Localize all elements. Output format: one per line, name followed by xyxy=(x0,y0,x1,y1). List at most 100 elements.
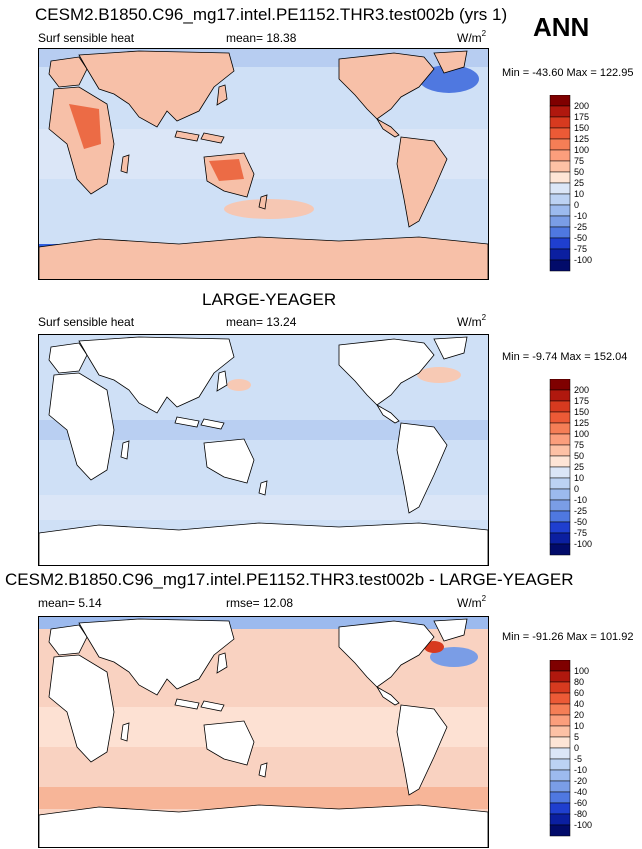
panel2-gulfstream xyxy=(417,367,461,383)
colorbar-tick-label: -10 xyxy=(574,765,587,775)
colorbar-box xyxy=(549,138,571,151)
colorbar-tick-label: -80 xyxy=(574,809,587,819)
colorbar-box xyxy=(549,659,571,672)
colorbar-tick-label: -50 xyxy=(574,517,587,527)
panel2-kuroshio xyxy=(227,379,251,391)
panel3-rmse-label: rmse= 12.08 xyxy=(226,596,294,610)
colorbar-box xyxy=(549,543,571,556)
panel2-colorbar: 200 175 150 125 100 75 50 25 10 0 -10 -25 -50 -75 -100 xyxy=(548,378,608,564)
colorbar-tick-label: 10 xyxy=(574,189,584,199)
panel1-minmax: Min = -43.60 Max = 122.95 xyxy=(502,67,634,79)
colorbar-tick-label: 200 xyxy=(574,101,589,111)
colorbar-box xyxy=(549,736,571,749)
colorbar-tick-label: -75 xyxy=(574,528,587,538)
colorbar-box xyxy=(549,510,571,523)
colorbar-box xyxy=(549,725,571,738)
panel1-map xyxy=(38,48,489,280)
colorbar-tick-label: -25 xyxy=(574,506,587,516)
colorbar-box xyxy=(549,802,571,815)
colorbar-box xyxy=(549,813,571,826)
colorbar-tick-label: 125 xyxy=(574,134,589,144)
panel1-sahara xyxy=(69,104,101,149)
colorbar-tick-label: -100 xyxy=(574,255,592,265)
colorbar-tick-label: 100 xyxy=(574,429,589,439)
panel1-title: CESM2.B1850.C96_mg17.intel.PE1152.THR3.t… xyxy=(35,5,508,24)
colorbar-tick-label: 80 xyxy=(574,677,584,687)
colorbar-tick-label: -10 xyxy=(574,495,587,505)
colorbar-tick-label: 50 xyxy=(574,451,584,461)
colorbar-box xyxy=(549,499,571,512)
colorbar-tick-label: 40 xyxy=(574,699,584,709)
colorbar-box xyxy=(549,477,571,490)
panel2-title: LARGE-YEAGER xyxy=(202,290,337,309)
colorbar-box xyxy=(549,127,571,140)
colorbar-box xyxy=(549,455,571,468)
panel3-minmax: Min = -91.26 Max = 101.92 xyxy=(502,631,634,643)
colorbar-box xyxy=(549,116,571,129)
panel1-colorbar: 200 175 150 125 100 75 50 25 10 0 -10 -25 -50 -75 -100 xyxy=(548,94,608,280)
colorbar-box xyxy=(549,411,571,424)
colorbar-tick-label: 0 xyxy=(574,743,579,753)
panel3-title: CESM2.B1850.C96_mg17.intel.PE1152.THR3.t… xyxy=(5,570,574,589)
colorbar-tick-label: 60 xyxy=(574,688,584,698)
colorbar-box xyxy=(549,466,571,479)
season-label: ANN xyxy=(533,12,590,42)
colorbar-box xyxy=(549,215,571,228)
panel3-cold-patch xyxy=(430,647,478,667)
colorbar-tick-label: 10 xyxy=(574,721,584,731)
colorbar-box xyxy=(549,703,571,716)
panel3-warm-patch xyxy=(424,641,444,653)
panel1-australia-core xyxy=(209,159,244,181)
colorbar-tick-label: -75 xyxy=(574,244,587,254)
colorbar-box xyxy=(549,670,571,683)
colorbar-tick-label: 25 xyxy=(574,178,584,188)
colorbar-tick-label: 50 xyxy=(574,167,584,177)
colorbar-tick-label: -5 xyxy=(574,754,582,764)
colorbar-box xyxy=(549,160,571,173)
colorbar-box xyxy=(549,400,571,413)
panel2-units: W/m2 xyxy=(457,313,487,329)
colorbar-box xyxy=(549,259,571,272)
colorbar-tick-label: 100 xyxy=(574,666,589,676)
colorbar-box xyxy=(549,444,571,457)
colorbar-tick-label: -60 xyxy=(574,798,587,808)
panel2-map xyxy=(38,334,489,566)
colorbar-box xyxy=(549,521,571,534)
colorbar-tick-label: 100 xyxy=(574,145,589,155)
colorbar-box xyxy=(549,389,571,402)
colorbar-tick-label: 150 xyxy=(574,407,589,417)
colorbar-tick-label: -100 xyxy=(574,539,592,549)
colorbar-box xyxy=(549,769,571,782)
colorbar-box xyxy=(549,758,571,771)
panel2-variable-label: Surf sensible heat xyxy=(38,315,135,329)
colorbar-box xyxy=(549,422,571,435)
panel3-colorbar: 100 80 60 40 20 10 5 0 -5 -10 -20 -40 -60 -80 -100 xyxy=(548,659,608,845)
colorbar-box xyxy=(549,248,571,261)
colorbar-tick-label: -100 xyxy=(574,820,592,830)
panel3-units: W/m2 xyxy=(457,594,487,610)
colorbar-box xyxy=(549,171,571,184)
colorbar-tick-label: 75 xyxy=(574,156,584,166)
colorbar-tick-label: -10 xyxy=(574,211,587,221)
colorbar-tick-label: 75 xyxy=(574,440,584,450)
colorbar-tick-label: -50 xyxy=(574,233,587,243)
panel3-map xyxy=(38,616,489,848)
colorbar-box xyxy=(549,105,571,118)
colorbar-box xyxy=(549,714,571,727)
panel1-warm-patch xyxy=(224,199,314,219)
colorbar-box xyxy=(549,433,571,446)
panel1-mean-label: mean= 18.38 xyxy=(226,31,297,45)
panel3-mean-label: mean= 5.14 xyxy=(38,596,102,610)
colorbar-tick-label: 10 xyxy=(574,473,584,483)
colorbar-box xyxy=(549,681,571,694)
panel1-variable-label: Surf sensible heat xyxy=(38,31,135,45)
colorbar-box xyxy=(549,780,571,793)
colorbar-box xyxy=(549,226,571,239)
colorbar-tick-label: 5 xyxy=(574,732,579,742)
colorbar-tick-label: -20 xyxy=(574,776,587,786)
colorbar-tick-label: 25 xyxy=(574,462,584,472)
colorbar-box xyxy=(549,532,571,545)
colorbar-tick-label: -40 xyxy=(574,787,587,797)
colorbar-box xyxy=(549,692,571,705)
colorbar-tick-label: 175 xyxy=(574,112,589,122)
